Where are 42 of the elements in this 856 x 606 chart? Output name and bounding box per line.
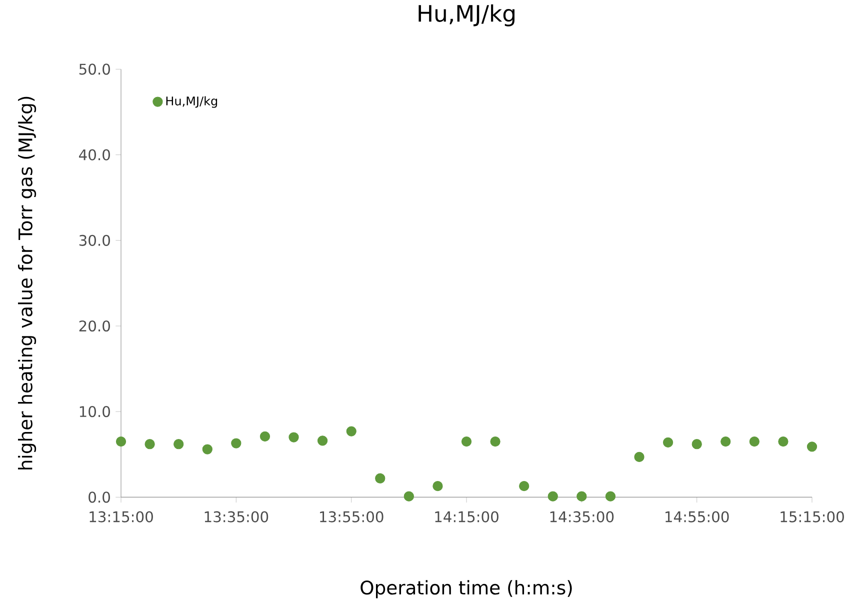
x-tick-label: 14:15:00: [435, 511, 498, 522]
x-tick-label: 13:55:00: [320, 511, 384, 522]
legend-label: Hu,MJ/kg: [166, 96, 218, 108]
point: [404, 491, 414, 502]
point: [375, 473, 386, 484]
chart-title: Hu,MJ/kg: [418, 4, 514, 26]
y-tick-label: 30.0: [79, 234, 110, 246]
x-axis-title: Operation time (h:m:s): [360, 580, 572, 598]
point: [806, 442, 818, 452]
y-tick-label: 0.0: [88, 492, 110, 503]
x-tick-label: 14:35:00: [550, 511, 614, 522]
point: [288, 432, 299, 442]
y-tick-label: 50.0: [79, 64, 110, 75]
x-tick-label: 14:55:00: [666, 511, 729, 522]
y-tick-label: 10.0: [80, 406, 110, 418]
point: [634, 452, 644, 462]
y-axis-title: higher heating value for Torr gas (MJ/kg): [18, 96, 36, 470]
point: [346, 426, 356, 436]
point: [174, 438, 184, 450]
y-tick-label: 20.0: [79, 320, 110, 332]
point: [778, 436, 788, 447]
point: [231, 438, 242, 448]
point: [461, 436, 472, 447]
point: [605, 491, 616, 502]
x-tick-label: 13:15:00: [90, 511, 153, 522]
point: [432, 480, 443, 492]
point: [576, 491, 587, 502]
point: [548, 491, 558, 502]
point: [317, 436, 328, 446]
point: [144, 438, 155, 450]
point: [202, 444, 212, 454]
y-tick-label: 40.0: [79, 149, 110, 160]
x-tick-label: 13:35:00: [204, 511, 268, 522]
point: [116, 436, 126, 447]
point: [662, 437, 674, 448]
point: [260, 431, 270, 442]
point: [692, 438, 702, 450]
point: [720, 436, 731, 447]
point: [490, 436, 500, 447]
point: [749, 436, 760, 447]
x-tick-label: 15:15:00: [780, 511, 844, 522]
point: [519, 480, 530, 492]
